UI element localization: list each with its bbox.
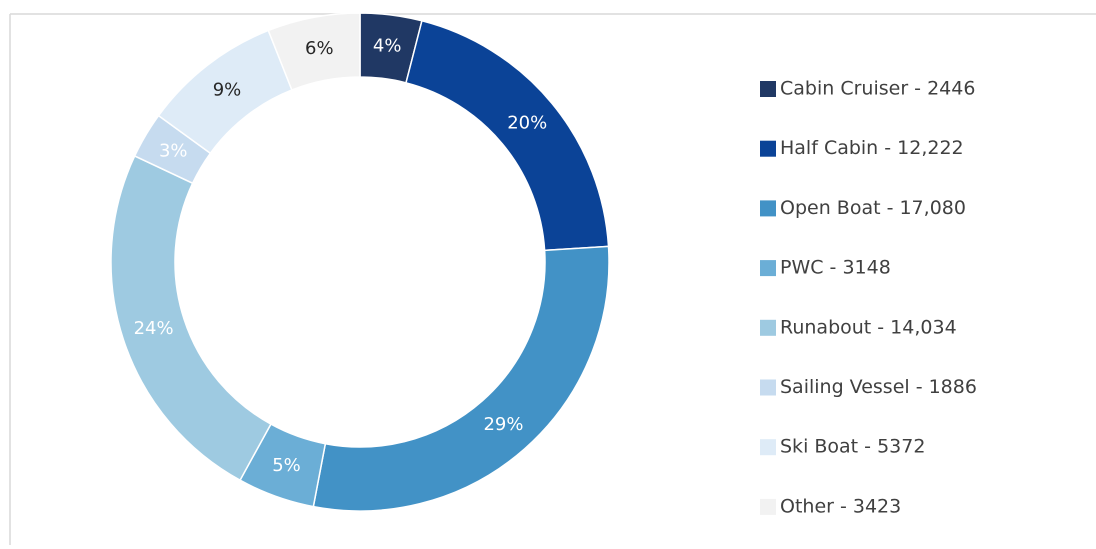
legend-label: Half Cabin - 12,222 bbox=[780, 137, 964, 159]
data-label: 4% bbox=[373, 36, 402, 57]
donut-slice bbox=[267, 12, 361, 91]
legend-label: PWC - 3148 bbox=[780, 257, 891, 279]
legend-label: Runabout - 14,034 bbox=[780, 316, 957, 338]
legend-swatch bbox=[760, 439, 776, 456]
legend-swatch bbox=[760, 319, 776, 336]
data-label: 6% bbox=[305, 38, 334, 59]
data-label: 5% bbox=[272, 455, 301, 476]
legend-swatch bbox=[760, 200, 776, 217]
donut-slice bbox=[405, 19, 610, 252]
data-label: 29% bbox=[483, 414, 523, 435]
legend-label: Other - 3423 bbox=[780, 495, 901, 517]
legend-label: Sailing Vessel - 1886 bbox=[780, 376, 977, 398]
legend-label: Ski Boat - 5372 bbox=[780, 436, 925, 458]
data-label: 24% bbox=[134, 318, 174, 339]
legend-swatch bbox=[760, 140, 776, 157]
data-label: 20% bbox=[507, 113, 547, 134]
legend-swatch bbox=[760, 498, 776, 515]
legend-label: Cabin Cruiser - 2446 bbox=[780, 78, 975, 100]
donut-slice bbox=[312, 245, 610, 512]
legend-swatch bbox=[760, 81, 776, 97]
legend-swatch bbox=[760, 379, 776, 396]
legend-swatch bbox=[760, 260, 776, 277]
data-label: 9% bbox=[213, 80, 242, 101]
legend-label: Open Boat - 17,080 bbox=[780, 197, 966, 219]
data-label: 3% bbox=[159, 141, 188, 162]
